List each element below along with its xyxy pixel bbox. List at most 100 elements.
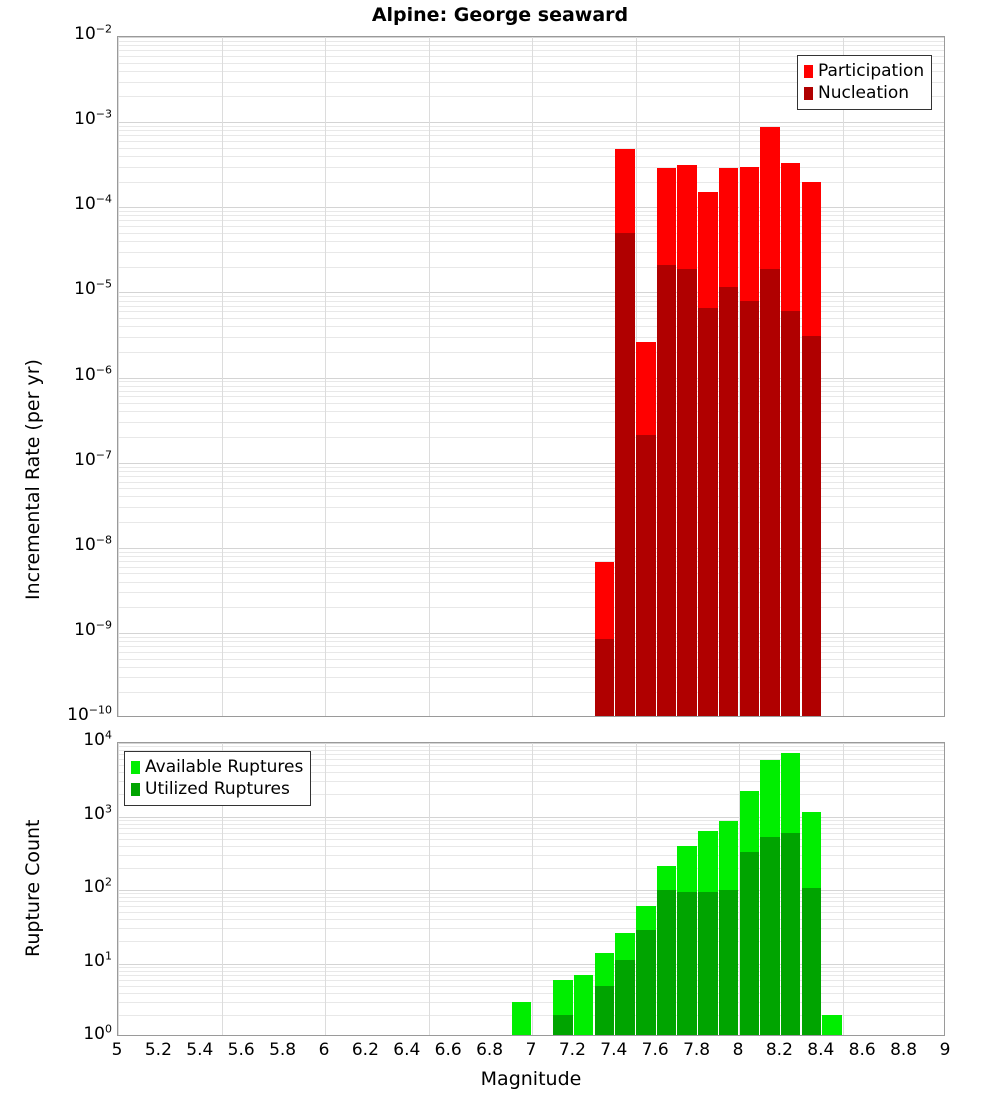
gridline-horizontal [118, 50, 944, 51]
bar-column [780, 163, 801, 716]
bar-column [780, 752, 801, 1035]
gridline-horizontal [118, 928, 944, 929]
gridline-horizontal [118, 207, 944, 208]
gridline-horizontal [118, 126, 944, 127]
gridline-vertical [222, 37, 223, 716]
y-tick-label: 100 [83, 1022, 112, 1044]
gridline-horizontal [118, 754, 944, 755]
x-tick-label: 8 [732, 1040, 744, 1060]
bar-segment-available [511, 1001, 532, 1035]
legend-entry: Available Ruptures [131, 756, 303, 778]
legend-swatch-icon [804, 86, 813, 100]
bar-segment-nucleation [780, 311, 801, 716]
legend-label: Nucleation [818, 83, 910, 103]
gridline-horizontal [118, 411, 944, 412]
gridline-horizontal [118, 130, 944, 131]
gridline-horizontal [118, 561, 944, 562]
gridline-horizontal [118, 772, 944, 773]
bar-column [636, 906, 656, 1035]
gridline-horizontal [118, 422, 944, 423]
x-tick-label: 6.2 [351, 1040, 379, 1060]
gridline-horizontal [118, 975, 944, 976]
gridline-horizontal [118, 567, 944, 568]
gridline-horizontal [118, 548, 944, 549]
gridline-horizontal [118, 971, 944, 972]
y-tick-label: 103 [83, 801, 112, 824]
gridline-vertical [325, 37, 326, 716]
bar-segment-utilized [760, 836, 780, 1035]
gridline-horizontal [118, 828, 944, 829]
gridline-horizontal [118, 582, 944, 583]
bar-segment-nucleation [677, 268, 697, 716]
gridline-horizontal [118, 964, 944, 965]
bar-column [511, 1001, 532, 1035]
bar-segment-nucleation [594, 638, 615, 716]
gridline-horizontal [118, 241, 944, 242]
top-panel-y-axis-title: Incremental Rate (per yr) [22, 359, 44, 600]
bar-column [677, 165, 697, 716]
gridline-horizontal [118, 56, 944, 57]
x-tick-label: 8.4 [807, 1040, 835, 1060]
bar-column [739, 791, 759, 1035]
gridline-horizontal [118, 967, 944, 968]
gridline-vertical [429, 37, 430, 716]
y-tick-label: 10−2 [74, 22, 112, 44]
bar-column [801, 181, 822, 716]
bar-column [677, 845, 697, 1035]
bar-column [698, 830, 718, 1035]
y-tick-label: 10−5 [74, 277, 112, 300]
gridline-horizontal [118, 391, 944, 392]
x-tick-label: 6.4 [393, 1040, 421, 1060]
gridline-horizontal [118, 37, 944, 38]
gridline-horizontal [118, 743, 944, 744]
gridline-horizontal [118, 868, 944, 869]
gridline-horizontal [118, 667, 944, 668]
gridline-horizontal [118, 296, 944, 297]
bar-segment-utilized [780, 832, 801, 1035]
gridline-horizontal [118, 794, 944, 795]
gridline-horizontal [118, 437, 944, 438]
gridline-horizontal [118, 467, 944, 468]
gridline-horizontal [118, 45, 944, 46]
legend-entry: Nucleation [804, 82, 924, 104]
y-tick-label: 10−8 [74, 533, 112, 555]
bar-column [636, 342, 656, 716]
bar-segment-utilized [801, 888, 822, 1035]
y-tick-label: 10−7 [74, 447, 112, 470]
gridline-horizontal [118, 759, 944, 760]
gridline-horizontal [118, 311, 944, 312]
gridline-horizontal [118, 226, 944, 227]
gridline-vertical [532, 743, 533, 1035]
y-tick-label: 104 [83, 728, 112, 750]
gridline-vertical [118, 743, 119, 1035]
gridline-horizontal [118, 607, 944, 608]
gridline-horizontal [118, 986, 944, 987]
gridline-horizontal [118, 403, 944, 404]
legend-swatch-icon [804, 64, 813, 78]
gridline-horizontal [118, 846, 944, 847]
bar-segment-nucleation [718, 287, 739, 716]
gridline-horizontal [118, 167, 944, 168]
bottom-panel-y-axis-title: Rupture Count [22, 819, 44, 958]
bar-column [760, 760, 780, 1035]
gridline-horizontal [118, 750, 944, 751]
x-tick-label: 6.6 [434, 1040, 462, 1060]
gridline-horizontal [118, 919, 944, 920]
bar-segment-nucleation [760, 268, 780, 716]
gridline-horizontal [118, 641, 944, 642]
gridline-horizontal [118, 839, 944, 840]
x-tick-label: 8.8 [890, 1040, 918, 1060]
bar-segment-nucleation [656, 264, 677, 716]
gridline-horizontal [118, 820, 944, 821]
gridline-horizontal [118, 396, 944, 397]
gridline-horizontal [118, 352, 944, 353]
gridline-horizontal [118, 292, 944, 293]
gridline-horizontal [118, 63, 944, 64]
gridline-horizontal [118, 215, 944, 216]
gridline-horizontal [118, 326, 944, 327]
bar-column [801, 812, 822, 1035]
gridline-horizontal [118, 659, 944, 660]
gridline-horizontal [118, 646, 944, 647]
x-tick-label: 6 [318, 1040, 330, 1060]
